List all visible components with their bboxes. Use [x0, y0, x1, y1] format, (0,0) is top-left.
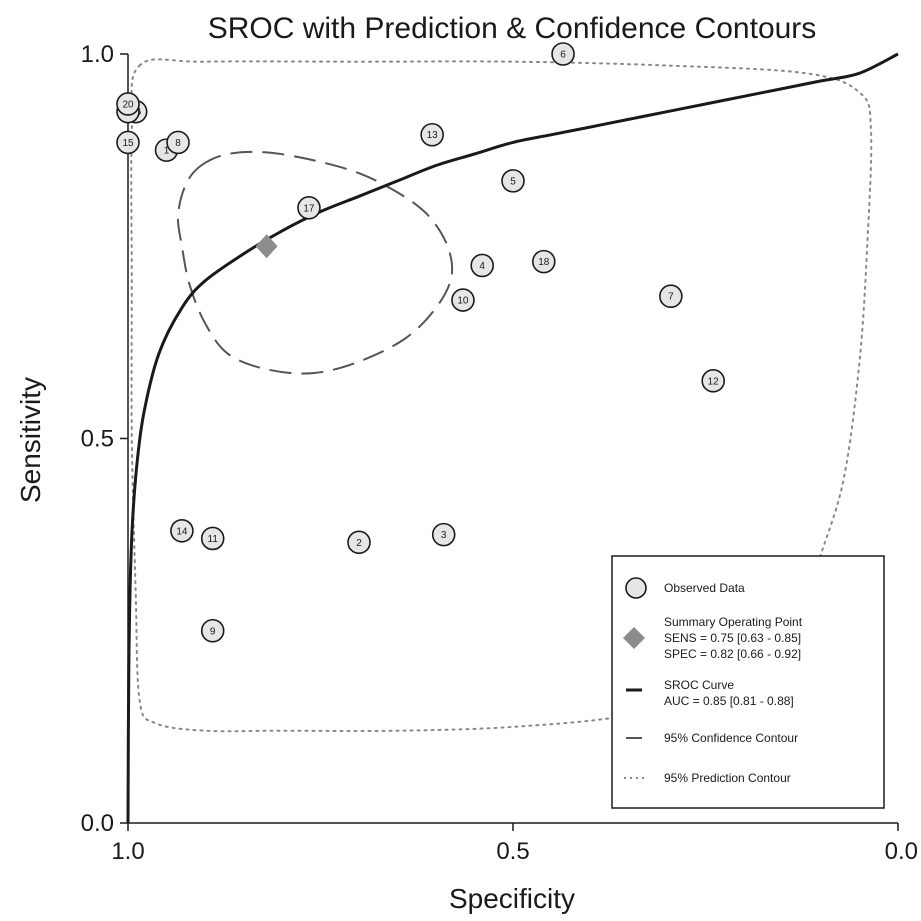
observed-label-7: 7	[668, 292, 674, 303]
observed-point-14	[170, 518, 194, 543]
observed-label-13: 13	[427, 130, 439, 141]
observed-point-6	[551, 42, 575, 66]
observed-label-14: 14	[176, 526, 188, 537]
observed-label-8: 8	[175, 138, 181, 149]
observed-label-17: 17	[303, 203, 315, 214]
observed-point-13	[420, 122, 444, 147]
observed-point-20	[116, 92, 140, 116]
observed-point-12	[701, 369, 726, 393]
x-tick-label-1: 0.5	[496, 838, 529, 865]
legend-observed-label: Observed Data	[664, 581, 745, 595]
observed-label-3: 3	[441, 530, 447, 541]
x-tick-label-0: 1.0	[111, 838, 144, 865]
observed-point-15	[116, 130, 140, 155]
observed-label-2: 2	[356, 538, 362, 549]
summary-operating-point	[255, 234, 278, 259]
legend: Observed Data Summary Operating Point SE…	[611, 555, 885, 809]
legend-observed-marker	[625, 577, 647, 599]
observed-point-4	[470, 253, 495, 278]
observed-label-10: 10	[457, 296, 469, 307]
observed-label-1: 1	[164, 146, 170, 157]
y-axis-label: Sensitivity	[15, 377, 46, 503]
observed-point-7	[659, 284, 683, 309]
observed-label-18: 18	[538, 257, 550, 268]
chart-title: SROC with Prediction & Confidence Contou…	[208, 12, 817, 45]
observed-point-17	[297, 196, 321, 220]
observed-label-12: 12	[708, 376, 720, 387]
observed-label-5: 5	[510, 176, 516, 187]
observed-point-9	[200, 618, 225, 643]
observed-label-20: 20	[122, 99, 134, 110]
observed-label-15: 15	[122, 138, 134, 149]
legend-box	[611, 555, 885, 809]
observed-point-5	[501, 169, 525, 193]
legend-summary-title: Summary Operating Point	[664, 615, 803, 629]
x-axis-label: Specificity	[449, 883, 575, 914]
legend-sroc-auc: AUC = 0.85 [0.81 - 0.88]	[664, 694, 794, 708]
observed-point-8	[166, 130, 190, 155]
y-tick-label-0: 0.0	[81, 810, 114, 837]
y-tick-label-2: 1.0	[81, 41, 114, 68]
observed-point-3	[431, 522, 456, 547]
y-tick-label-1: 0.5	[81, 426, 114, 453]
legend-summary-sens: SENS = 0.75 [0.63 - 0.85]	[664, 631, 801, 645]
observed-point-18	[531, 249, 556, 274]
sroc-curve	[126, 52, 899, 824]
observed-label-11: 11	[208, 534, 219, 545]
legend-prediction-label: 95% Prediction Contour	[664, 771, 791, 785]
legend-summary-spec: SPEC = 0.82 [0.66 - 0.92]	[664, 647, 801, 661]
observed-label-9: 9	[210, 626, 216, 637]
observed-point-10	[451, 288, 475, 312]
observed-label-6: 6	[560, 50, 566, 61]
observed-point-2	[347, 530, 371, 555]
observed-point-11	[200, 526, 225, 551]
confidence-contour	[176, 150, 454, 375]
observed-label-4: 4	[479, 261, 485, 272]
x-tick-label-2: 0.0	[885, 838, 918, 865]
legend-sroc-title: SROC Curve	[664, 678, 734, 692]
legend-summary-marker	[623, 627, 645, 649]
legend-confidence-label: 95% Confidence Contour	[664, 731, 798, 745]
